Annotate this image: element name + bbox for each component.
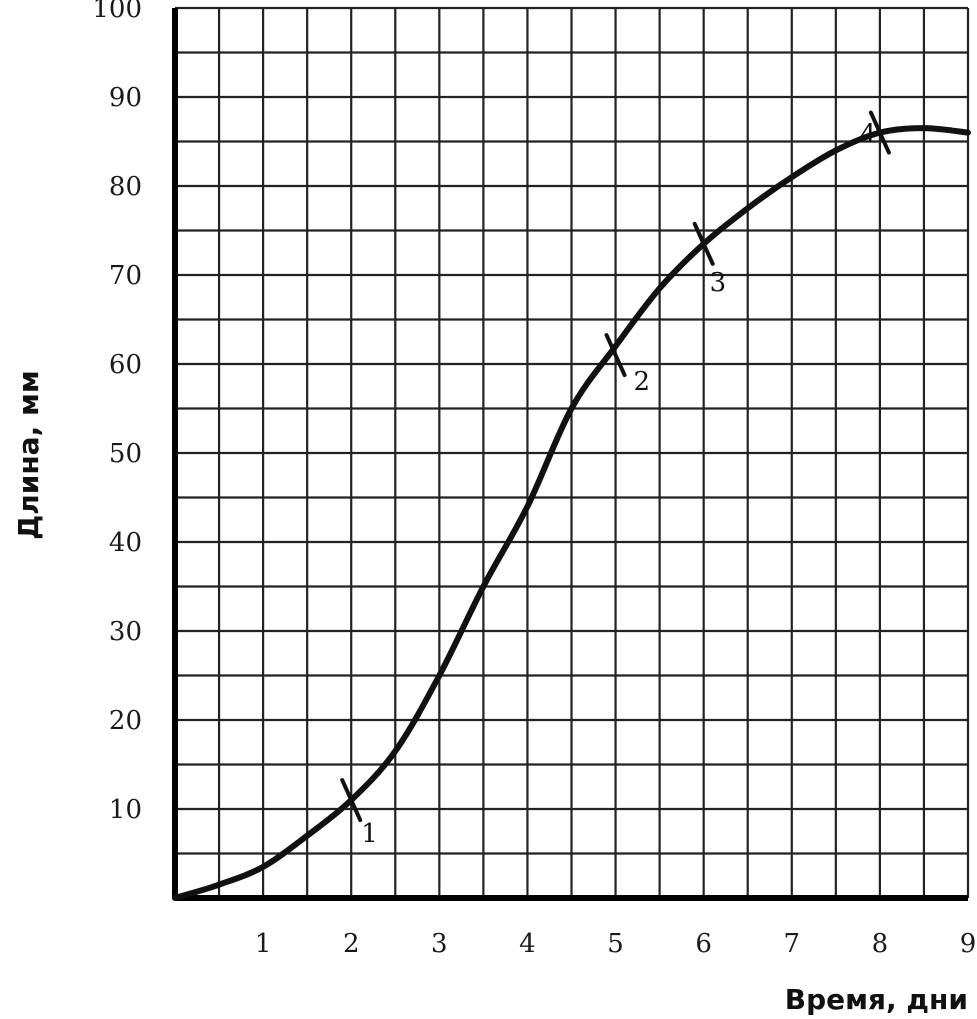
x-tick-label: 3	[431, 929, 448, 959]
curve-markers: 1 2 3 4	[340, 110, 891, 849]
curve-marker-tick	[692, 221, 715, 266]
y-tick-label: 30	[109, 617, 142, 647]
curve-marker-label: 3	[710, 268, 727, 298]
x-axis-title: Время, дни	[785, 983, 968, 1016]
curve-marker-tick	[868, 110, 891, 155]
y-tick-label: 10	[109, 795, 142, 825]
y-tick-label: 100	[92, 0, 142, 24]
y-tick-label: 90	[109, 83, 142, 113]
curve-marker-tick	[604, 333, 627, 378]
x-tick-label: 8	[872, 929, 889, 959]
curve-marker-label: 1	[361, 819, 378, 849]
x-tick-label: 2	[343, 929, 360, 959]
y-tick-label: 50	[109, 439, 142, 469]
curve-marker-label: 4	[860, 120, 877, 150]
axes	[172, 8, 968, 901]
x-tick-label: 4	[519, 929, 536, 959]
x-tick-labels: 1 2 3 4 5 6 7 8 9	[255, 929, 976, 959]
y-axis-title: Длина, мм	[12, 370, 45, 539]
growth-curve	[172, 125, 971, 901]
grid	[173, 6, 970, 900]
y-tick-label: 80	[109, 172, 142, 202]
y-tick-label: 20	[109, 706, 142, 736]
x-tick-label: 6	[695, 929, 712, 959]
y-tick-labels: 10 20 30 40 50 60 70 80 90 100	[92, 0, 142, 825]
y-tick-label: 70	[109, 261, 142, 291]
x-tick-label: 5	[607, 929, 624, 959]
x-tick-label: 1	[255, 929, 272, 959]
y-tick-label: 60	[109, 350, 142, 380]
y-tick-label: 40	[109, 528, 142, 558]
x-tick-label: 7	[784, 929, 801, 959]
curve-marker-tick	[340, 778, 363, 823]
x-tick-label: 9	[960, 929, 977, 959]
curve-marker-label: 2	[634, 367, 651, 397]
